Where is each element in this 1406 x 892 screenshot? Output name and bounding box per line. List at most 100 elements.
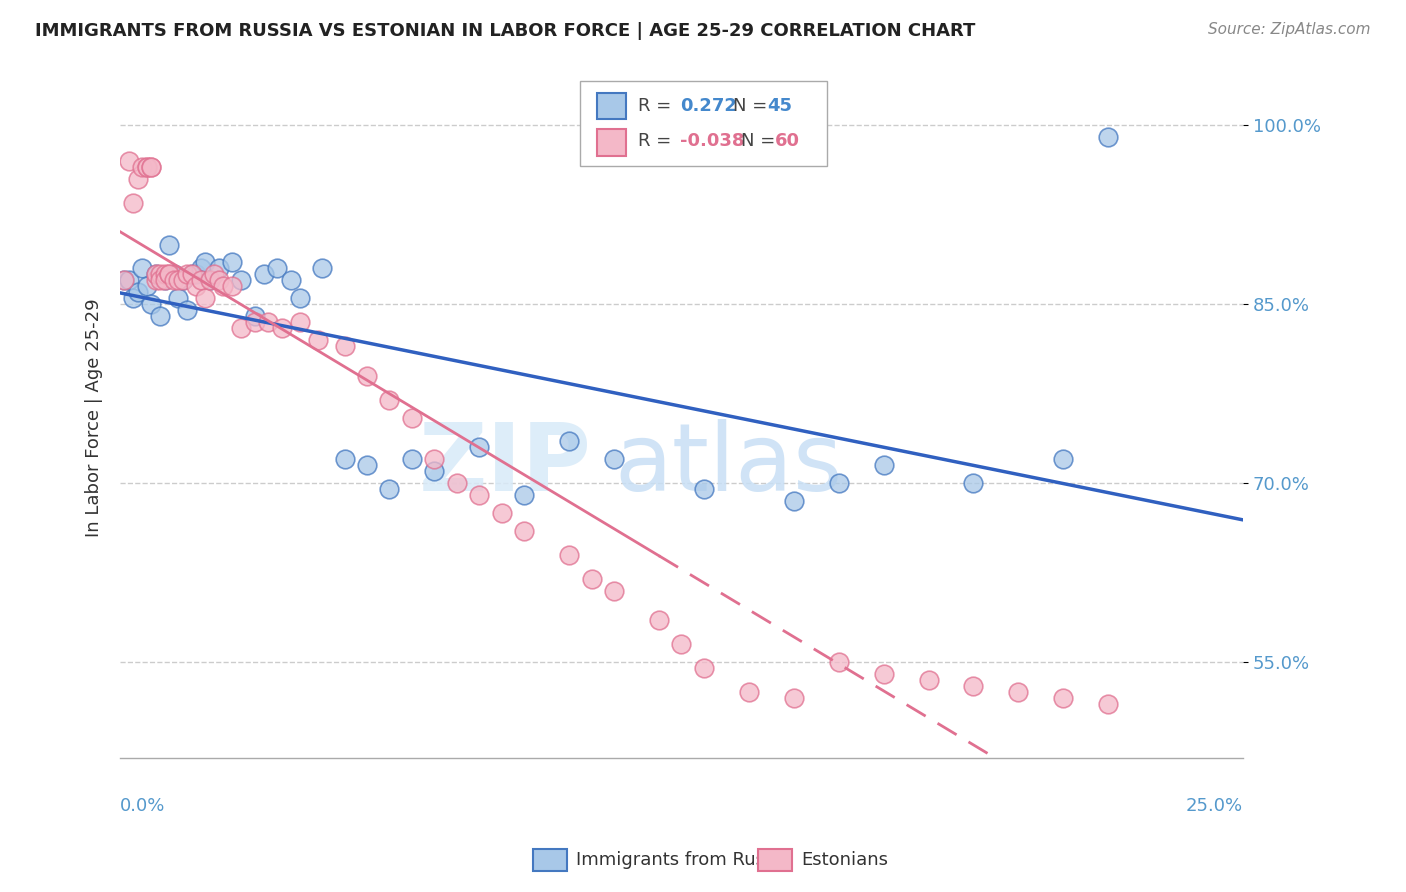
Text: Source: ZipAtlas.com: Source: ZipAtlas.com — [1208, 22, 1371, 37]
Point — [257, 315, 280, 329]
Point — [194, 255, 217, 269]
Point — [231, 273, 253, 287]
Point — [1097, 697, 1119, 711]
Point — [145, 268, 167, 282]
Point — [872, 458, 894, 473]
Point — [693, 482, 716, 496]
Point — [212, 279, 235, 293]
Text: atlas: atlas — [614, 419, 842, 511]
Point — [167, 291, 190, 305]
Text: 60: 60 — [775, 131, 800, 150]
Point — [962, 476, 984, 491]
Point — [135, 279, 157, 293]
Point — [783, 691, 806, 706]
Text: 0.272: 0.272 — [681, 97, 737, 115]
Point — [149, 309, 172, 323]
Text: 25.0%: 25.0% — [1185, 797, 1243, 814]
FancyBboxPatch shape — [598, 93, 627, 120]
Point — [1052, 691, 1074, 706]
Point — [180, 268, 202, 282]
Point — [157, 268, 180, 282]
Point — [153, 273, 176, 287]
Point — [423, 452, 446, 467]
Point — [221, 255, 243, 269]
Point — [266, 261, 288, 276]
Point — [157, 268, 180, 282]
Point — [468, 488, 491, 502]
Point — [172, 273, 194, 287]
Point — [153, 268, 176, 282]
Point — [190, 261, 212, 276]
Point — [828, 655, 851, 669]
Point — [513, 488, 536, 502]
Point — [127, 172, 149, 186]
Point — [307, 333, 329, 347]
FancyBboxPatch shape — [581, 81, 828, 166]
Point — [176, 303, 198, 318]
Point — [1097, 130, 1119, 145]
Point — [208, 261, 231, 276]
Point — [157, 237, 180, 252]
FancyBboxPatch shape — [598, 129, 627, 156]
Point — [186, 268, 208, 282]
Point — [118, 153, 141, 168]
Point — [378, 392, 401, 407]
Point — [333, 339, 356, 353]
Point — [356, 368, 378, 383]
Text: R =: R = — [638, 131, 676, 150]
Point — [114, 273, 136, 287]
Point — [114, 273, 136, 287]
Point — [648, 614, 671, 628]
Point — [243, 309, 266, 323]
Point — [1007, 685, 1029, 699]
Point — [603, 583, 626, 598]
Point — [491, 506, 513, 520]
Point — [280, 273, 302, 287]
Point — [468, 441, 491, 455]
Point — [446, 476, 468, 491]
Point — [122, 195, 145, 210]
Point — [194, 291, 217, 305]
Point — [872, 667, 894, 681]
Point — [253, 268, 276, 282]
Point — [917, 673, 939, 687]
Point — [118, 273, 141, 287]
Text: -0.038: -0.038 — [681, 131, 745, 150]
Point — [828, 476, 851, 491]
Point — [198, 273, 221, 287]
Point — [131, 160, 153, 174]
Text: N =: N = — [741, 131, 780, 150]
Point — [167, 273, 190, 287]
Point — [186, 279, 208, 293]
Point — [172, 273, 194, 287]
Point — [1052, 452, 1074, 467]
Point — [962, 679, 984, 693]
Point — [127, 285, 149, 300]
Point — [131, 261, 153, 276]
Point — [243, 315, 266, 329]
Y-axis label: In Labor Force | Age 25-29: In Labor Force | Age 25-29 — [86, 298, 103, 537]
Point — [513, 524, 536, 538]
Point — [141, 297, 163, 311]
Text: Estonians: Estonians — [801, 851, 889, 869]
Point — [145, 273, 167, 287]
Text: 0.0%: 0.0% — [120, 797, 166, 814]
Point — [603, 452, 626, 467]
Point — [135, 160, 157, 174]
Point — [149, 268, 172, 282]
Point — [202, 268, 225, 282]
Point — [423, 464, 446, 478]
Point — [145, 268, 167, 282]
Point — [288, 291, 311, 305]
Point — [378, 482, 401, 496]
Text: Immigrants from Russia: Immigrants from Russia — [576, 851, 792, 869]
Point — [190, 273, 212, 287]
Text: R =: R = — [638, 97, 676, 115]
Point — [671, 637, 693, 651]
Point — [738, 685, 761, 699]
Point — [141, 160, 163, 174]
Point — [180, 268, 202, 282]
Point — [163, 268, 186, 282]
Point — [135, 160, 157, 174]
Point — [153, 273, 176, 287]
